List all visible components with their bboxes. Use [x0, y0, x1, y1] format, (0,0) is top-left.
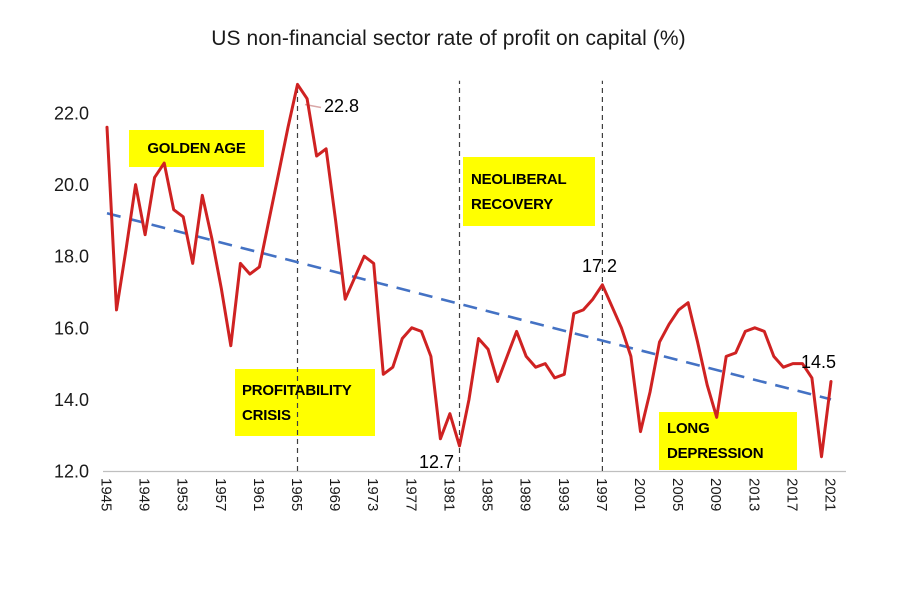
x-tick-label: 1993	[555, 478, 572, 511]
x-tick-label: 1973	[364, 478, 381, 511]
x-tick-label: 2009	[707, 478, 724, 511]
era-label-neoliberal-recovery: NEOLIBERAL RECOVERY	[463, 157, 595, 226]
chart-title: US non-financial sector rate of profit o…	[211, 27, 686, 50]
y-tick-label: 12.0	[54, 462, 89, 482]
y-tick-label: 18.0	[54, 247, 89, 267]
x-tick-label: 2017	[783, 478, 800, 511]
x-tick-label: 1965	[288, 478, 305, 511]
x-tick-label: 1945	[98, 478, 115, 511]
point-label-1982-trough: 12.7	[419, 452, 455, 472]
x-tick-label: 1981	[440, 478, 457, 511]
x-tick-label: 1997	[593, 478, 610, 511]
y-tick-label: 20.0	[54, 175, 89, 195]
point-label-2021-end: 14.5	[801, 352, 837, 372]
x-tick-label: 1969	[326, 478, 343, 511]
x-tick-label: 1953	[174, 478, 191, 511]
trend-line	[106, 211, 832, 401]
x-tick-label: 1977	[402, 478, 419, 511]
x-tick-label: 1961	[250, 478, 267, 511]
x-tick-label: 2013	[745, 478, 762, 511]
x-tick-label: 2001	[631, 478, 648, 511]
profit-rate-line	[105, 82, 833, 459]
point-label-1997-peak: 17.2	[582, 256, 618, 276]
x-tick-label: 2021	[822, 478, 839, 511]
era-label-golden-age: GOLDEN AGE	[129, 130, 264, 167]
y-tick-label: 22.0	[54, 104, 89, 124]
x-tick-label: 1989	[517, 478, 534, 511]
era-label-long-depression: LONG DEPRESSION	[659, 412, 797, 470]
y-tick-label: 16.0	[54, 318, 89, 338]
x-tick-label: 1957	[212, 478, 229, 511]
y-tick-label: 14.0	[54, 390, 89, 410]
x-tick-label: 1949	[136, 478, 153, 511]
point-label-1965-peak: 22.8	[324, 96, 360, 116]
x-tick-label: 1985	[479, 478, 496, 511]
x-tick-label: 2005	[669, 478, 686, 511]
